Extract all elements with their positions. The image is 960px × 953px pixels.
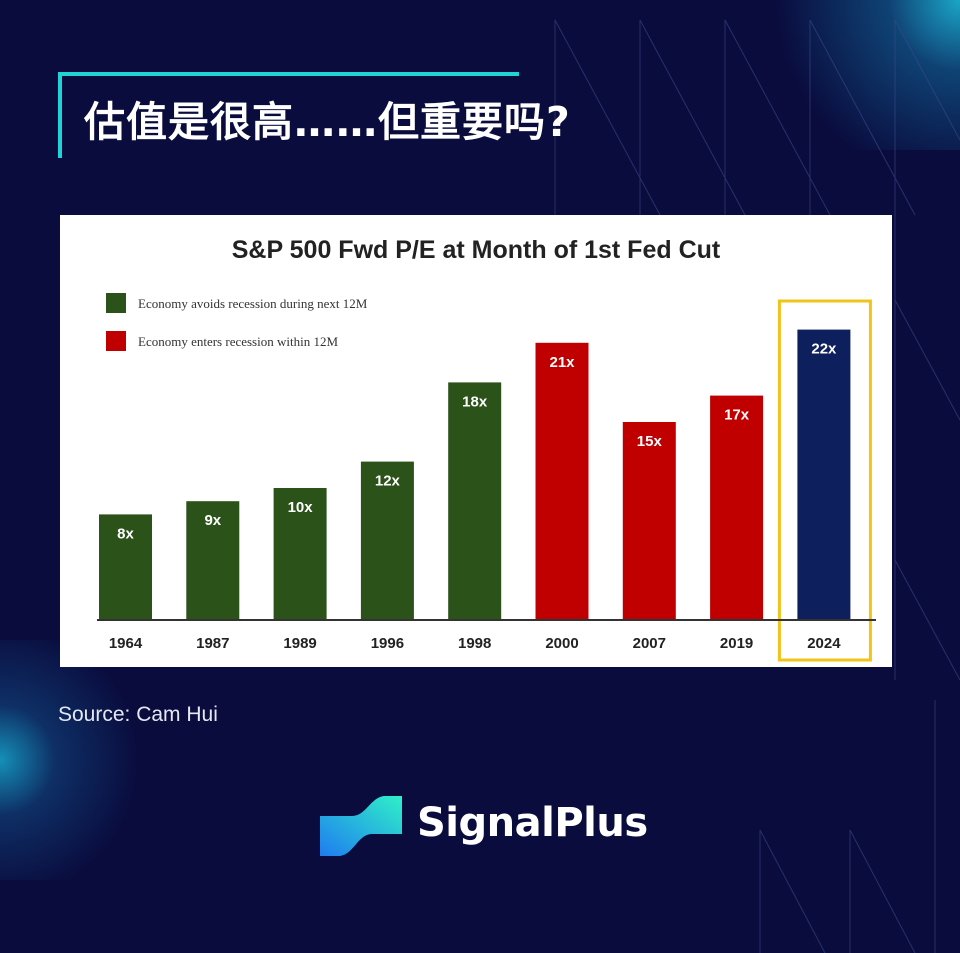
bar-value-label: 8x	[117, 525, 134, 542]
legend-label-recession: Economy enters recession within 12M	[138, 334, 338, 349]
bar-1987	[186, 501, 240, 620]
bar-1989	[273, 488, 327, 620]
x-tick-label: 2007	[633, 635, 666, 652]
signalplus-logo-icon	[320, 796, 402, 856]
bar-value-label: 15x	[637, 433, 663, 450]
x-tick-label: 2024	[807, 635, 841, 652]
bar-2007	[622, 422, 676, 620]
highlight-box	[777, 299, 872, 662]
title-accent-line	[58, 72, 62, 158]
bar-1964	[99, 514, 152, 620]
bar-2024	[797, 329, 851, 620]
x-tick-label: 2019	[720, 635, 753, 652]
x-tick-label: 1987	[196, 635, 229, 652]
bar-1998	[448, 382, 502, 620]
bar-value-label: 18x	[462, 393, 488, 410]
x-tick-label: 1996	[371, 635, 404, 652]
x-tick-label: 1998	[458, 635, 491, 652]
legend-swatch-recession	[106, 331, 126, 351]
legend-swatch-avoid	[106, 293, 126, 313]
bar-chart: S&P 500 Fwd P/E at Month of 1st Fed Cut …	[97, 236, 876, 662]
source-caption: Source: Cam Hui	[58, 703, 218, 726]
chart-title: S&P 500 Fwd P/E at Month of 1st Fed Cut	[232, 236, 721, 264]
x-tick-label: 2000	[545, 635, 578, 652]
decorative-glow	[0, 640, 140, 880]
bar-1996	[360, 461, 414, 620]
x-tick-label: 1989	[283, 635, 316, 652]
page-title: 估值是很高……但重要吗?	[84, 98, 571, 146]
bar-2019	[710, 395, 764, 620]
brand-name: SignalPlus	[417, 800, 648, 846]
bar-value-label: 17x	[724, 407, 750, 424]
bar-value-label: 12x	[375, 473, 401, 490]
bar-value-label: 10x	[288, 499, 314, 516]
bar-2000	[535, 342, 589, 620]
title-accent-line	[58, 72, 519, 76]
bar-value-label: 9x	[204, 512, 221, 529]
bar-value-label: 22x	[811, 341, 837, 358]
chart-card: S&P 500 Fwd P/E at Month of 1st Fed Cut …	[60, 215, 892, 667]
bar-value-label: 21x	[549, 354, 575, 371]
legend-label-avoid: Economy avoids recession during next 12M	[138, 296, 368, 311]
x-tick-label: 1964	[109, 635, 143, 652]
